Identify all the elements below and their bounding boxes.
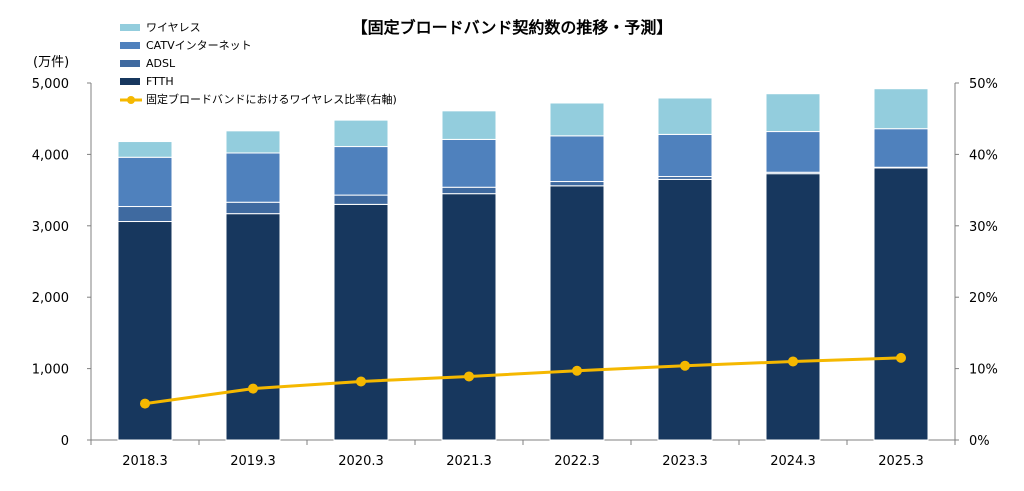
bar-segment [225,130,281,154]
ratio-point [356,376,366,387]
bar-segment [549,185,605,441]
bar-segment [765,173,821,441]
bar-segment [225,152,281,203]
x-tick-label: 2025.3 [878,454,924,469]
bar-segment [441,193,497,441]
legend-label: CATVインターネット [146,39,252,52]
bars-group [117,88,929,441]
y-tick-label: 5,000 [32,77,69,92]
x-tick-label: 2022.3 [554,454,600,469]
x-tick-label: 2023.3 [662,454,708,469]
y-tick-label: 1,000 [32,363,69,378]
bar-segment [117,206,173,223]
y2-tick-label: 40% [969,148,998,163]
bar-segment [333,119,389,148]
ratio-point [140,398,150,409]
bar-segment [657,97,713,135]
y2-tick-label: 0% [969,434,990,449]
y2-tick-label: 30% [969,220,998,235]
bar-segment [549,135,605,183]
bar-segment [333,146,389,196]
bar-segment [117,156,173,208]
legend-swatch [120,24,140,31]
bar-segment [441,138,497,188]
bar-segment [873,128,929,168]
y-tick-label: 4,000 [32,148,69,163]
legend-swatch [120,42,140,49]
legend-swatch [120,78,140,85]
axes-group [90,83,956,441]
y-tick-labels: 0 1,000 2,000 3,000 4,000 5,000 [32,77,91,449]
y-tick-label: 0 [61,434,69,449]
y2-tick-label: 20% [969,291,998,306]
bar-segment [441,186,497,195]
ratio-point [464,371,474,382]
bar-segment [873,167,929,441]
bar-segment [765,131,821,173]
legend: ワイヤレス CATVインターネット ADSL FTTH 固定ブロードバンドにおけるワイヤ… [120,21,397,106]
legend-line-marker [127,96,135,104]
ratio-line-group [140,352,906,409]
y-axis-unit-label: (万件) [33,55,69,70]
legend-label: ADSL [146,57,176,70]
x-tick-labels: 2018.3 2019.3 2020.3 2021.3 2022.3 2023.3 2024… [90,440,956,469]
bar-segment [873,88,929,130]
bar-segment [225,213,281,441]
bar-segment [549,181,605,187]
bar-segment [657,178,713,441]
bar-segment [765,93,821,133]
bar-segment [117,141,173,158]
bar-segment [549,102,605,137]
legend-label: FTTH [146,75,174,88]
x-tick-label: 2020.3 [338,454,384,469]
x-tick-label: 2021.3 [446,454,492,469]
legend-swatch [120,60,140,67]
x-tick-label: 2018.3 [122,454,168,469]
ratio-point [248,383,258,394]
bar-segment [657,133,713,178]
y2-tick-label: 10% [969,363,998,378]
ratio-line [144,356,902,406]
legend-label: 固定ブロードバンドにおけるワイヤレス比率(右軸) [146,92,397,106]
ratio-point [896,352,906,363]
bar-segment [441,110,497,140]
y-tick-label: 3,000 [32,220,69,235]
y-tick-label: 2,000 [32,291,69,306]
y2-tick-label: 50% [969,77,998,92]
bar-segment [225,201,281,215]
bar-segment [333,194,389,205]
ratio-point [680,360,690,371]
chart-title: 【固定ブロードバンド契約数の推移・予測】 [352,18,673,37]
bar-segment [333,203,389,441]
x-tick-label: 2019.3 [230,454,276,469]
x-tick-label: 2024.3 [770,454,816,469]
y2-tick-labels: 0% 10% 20% 30% 40% 50% [955,77,998,449]
legend-label: ワイヤレス [146,21,201,34]
ratio-point [788,356,798,367]
ratio-point [572,365,582,376]
